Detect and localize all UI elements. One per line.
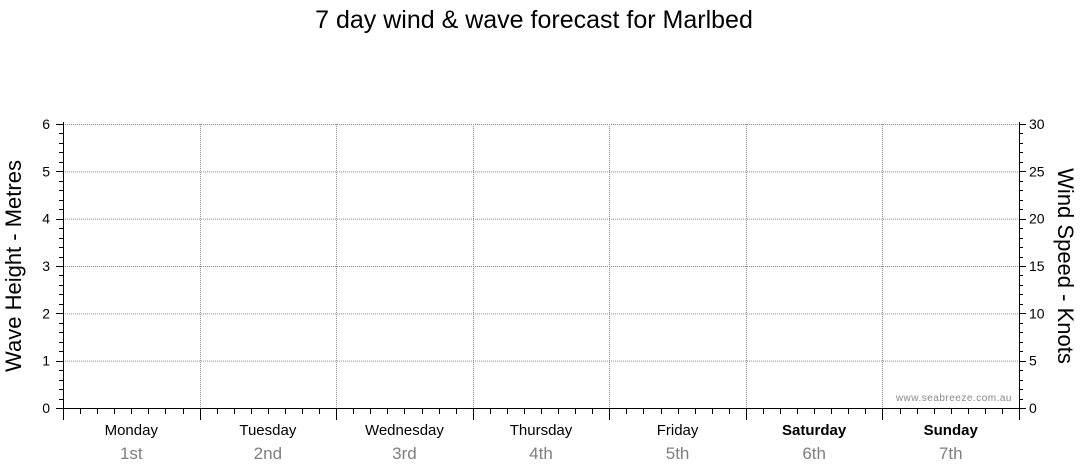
right-tick-label: 10 [1029, 305, 1045, 321]
day-date-label: 3rd [392, 444, 417, 463]
right-tick-label: 25 [1029, 163, 1045, 179]
day-name-label: Monday [105, 422, 159, 439]
left-tick-label: 3 [42, 258, 50, 274]
day-date-label: 1st [120, 444, 143, 463]
grid-lines [63, 124, 1019, 408]
day-name-label: Tuesday [239, 422, 296, 439]
axis-ticks [56, 124, 1026, 420]
left-axis-label: Wave Height - Metres [1, 160, 26, 372]
right-tick-label: 30 [1029, 116, 1045, 132]
day-date-label: 5th [666, 444, 690, 463]
left-tick-label: 1 [42, 353, 50, 369]
day-name-label: Thursday [510, 422, 573, 439]
right-tick-label: 15 [1029, 258, 1045, 274]
right-tick-label: 20 [1029, 211, 1045, 227]
day-date-label: 7th [939, 444, 963, 463]
day-name-label: Saturday [782, 422, 847, 439]
left-tick-label: 4 [42, 211, 50, 227]
day-date-label: 2nd [254, 444, 282, 463]
day-name-label: Wednesday [365, 422, 444, 439]
left-tick-label: 0 [42, 400, 50, 416]
left-tick-label: 2 [42, 305, 50, 321]
chart-title: 7 day wind & wave forecast for Marlbed [315, 6, 753, 34]
day-name-label: Sunday [924, 422, 979, 439]
day-date-label: 6th [802, 444, 826, 463]
tick-labels: 0 1 2 3 4 5 6 0 5 10 15 20 25 30 [42, 116, 1045, 416]
day-date-label: 4th [529, 444, 553, 463]
left-tick-label: 6 [42, 116, 50, 132]
right-axis-label: Wind Speed - Knots [1053, 168, 1078, 364]
day-name-label: Friday [657, 422, 699, 439]
day-labels: Monday 1st Tuesday 2nd Wednesday 3rd Thursday 4… [105, 422, 979, 463]
left-tick-label: 5 [42, 163, 50, 179]
watermark-text: www.seabreeze.com.au [895, 393, 1012, 404]
right-tick-label: 0 [1029, 400, 1037, 416]
right-tick-label: 5 [1029, 353, 1037, 369]
axes [63, 122, 1020, 409]
